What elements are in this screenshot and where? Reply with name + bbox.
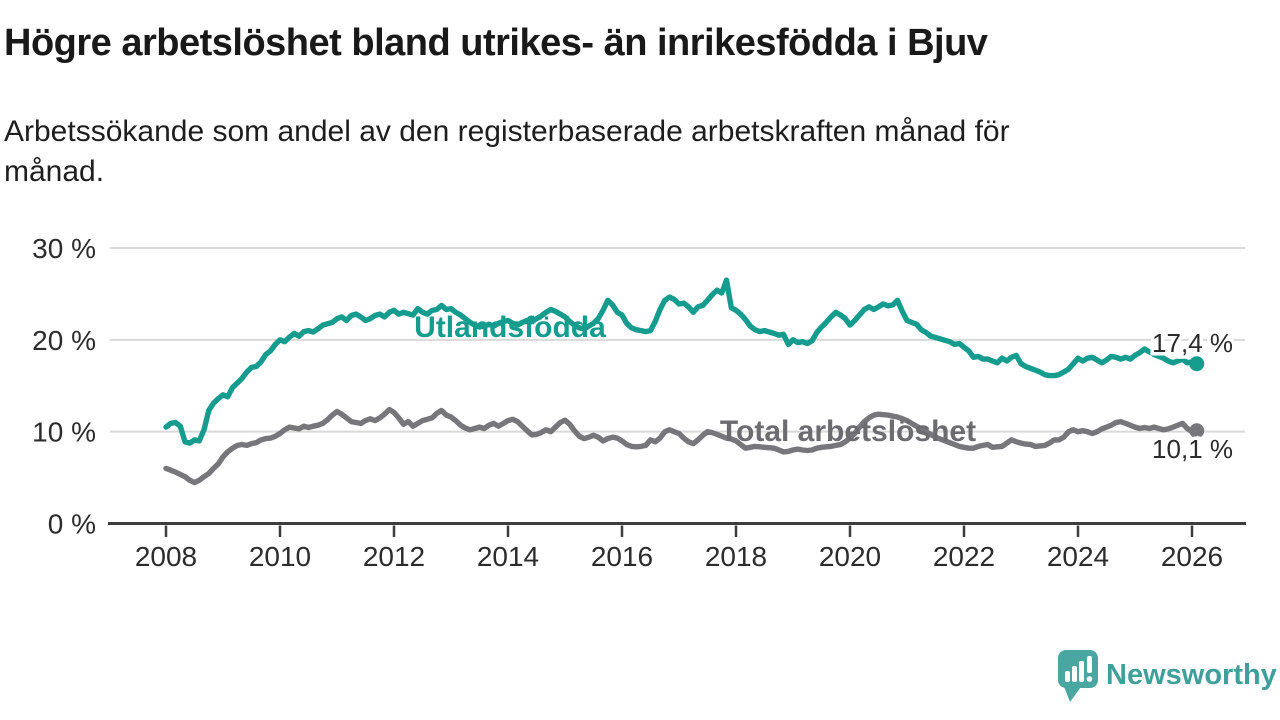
y-axis-label: 0 %	[48, 509, 96, 540]
end-value-label-total: 10,1 %	[1152, 434, 1233, 464]
x-axis-label: 2026	[1161, 541, 1223, 572]
series-end-dot-utlandsfodda	[1189, 356, 1205, 372]
logo-speech-bubble-tail-icon	[1063, 684, 1083, 702]
newsworthy-logo: Newsworthy	[1058, 650, 1277, 702]
x-axis-label: 2014	[477, 541, 539, 572]
x-axis-label: 2020	[819, 541, 881, 572]
series-line-total-arbetsloshet	[163, 406, 1200, 486]
x-axis-label: 2018	[705, 541, 767, 572]
series-label-total-arbetsloshet: Total arbetslöshet	[720, 415, 976, 448]
series-label-utlandsfodda: Utlandsfödda	[414, 311, 606, 344]
y-axis-label: 30 %	[32, 233, 96, 264]
x-axis-label: 2012	[363, 541, 425, 572]
x-axis-label: 2024	[1047, 541, 1109, 572]
x-axis-labels-group: 2008 2010 2012 2014 2016 2018 2020 2022 2024 2026	[135, 541, 1223, 572]
x-axis-label: 2008	[135, 541, 197, 572]
y-axis-label: 20 %	[32, 325, 96, 356]
y-axis-labels-group: 30 % 20 % 10 % 0 %	[32, 233, 96, 540]
x-axis-label: 2010	[249, 541, 311, 572]
x-axis-label: 2016	[591, 541, 653, 572]
x-axis-ticks-group	[164, 525, 1194, 537]
chart-subtitle-line2: månad.	[4, 155, 105, 188]
chart-subtitle-line1: Arbetssökande som andel av den registerb…	[4, 115, 1010, 148]
chart-subtitle: Arbetssökande som andel av den registerb…	[4, 112, 1204, 192]
series-lines-group	[163, 277, 1205, 486]
logo-wordmark: Newsworthy	[1106, 659, 1277, 691]
y-axis-label: 10 %	[32, 417, 96, 448]
chart-title: Högre arbetslöshet bland utrikes- än inr…	[4, 22, 988, 64]
logo-bar-chart-icon	[1065, 656, 1093, 682]
x-axis-label: 2022	[933, 541, 995, 572]
series-end-dot-total-arbetsloshet	[1189, 423, 1205, 439]
end-value-label-utlandsfodda: 17,4 %	[1152, 328, 1233, 358]
series-line-utlandsfodda	[163, 277, 1200, 446]
